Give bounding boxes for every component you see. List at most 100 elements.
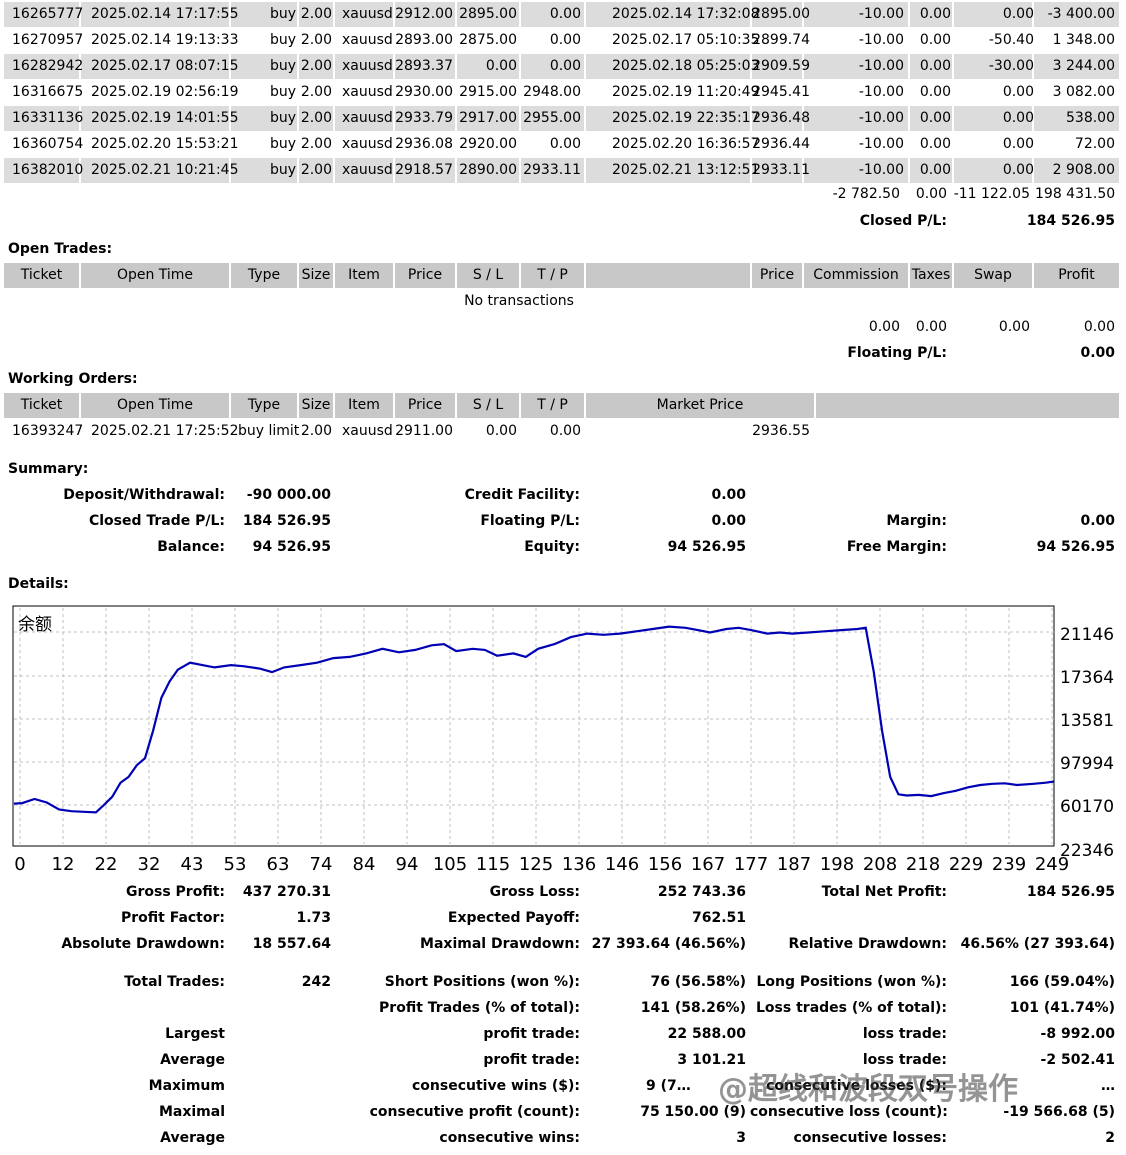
row-shade <box>586 2 750 27</box>
row-shade <box>804 2 908 27</box>
row-shade <box>521 106 584 131</box>
no-transactions: No transactions <box>464 293 574 309</box>
row-shade <box>910 106 952 131</box>
cell-price: 2893.00 <box>395 32 453 48</box>
col-tp: T / P <box>521 393 584 418</box>
x-tick-label: 208 <box>863 854 897 875</box>
x-tick-label: 167 <box>691 854 725 875</box>
row-shade <box>457 54 519 79</box>
cell-close-price: 2945.41 <box>752 84 810 100</box>
cell-commission: -10.00 <box>858 32 904 48</box>
table-row: 16270957 2025.02.14 19:13:33 buy 2.00 xauusd… <box>4 28 1119 53</box>
cell-close-time: 2025.02.19 11:20:49 <box>612 84 760 100</box>
cell-commission: -10.00 <box>858 136 904 152</box>
average-loss-value: -2 502.41 <box>1040 1052 1115 1068</box>
cell-price: 2918.57 <box>395 162 453 178</box>
cell-close-time: 2025.02.20 16:36:57 <box>612 136 760 152</box>
cell-price: 2936.08 <box>395 136 453 152</box>
equity-value: 94 526.95 <box>667 539 746 555</box>
wo-open-time: 2025.02.21 17:25:52 <box>91 423 239 439</box>
open-total-profit: 0.00 <box>1083 319 1115 335</box>
closed-total-profit: 198 431.50 <box>1035 186 1116 202</box>
x-tick-label: 229 <box>949 854 983 875</box>
col-taxes: Taxes <box>910 263 952 288</box>
long-positions-value: 166 (59.04%) <box>1009 974 1115 990</box>
relative-drawdown-label: Relative Drawdown: <box>788 936 947 952</box>
average-profit-label: profit trade: <box>483 1052 580 1068</box>
open-trades-header: Ticket Open Time Type Size Item Price S … <box>4 263 1119 288</box>
gross-profit-value: 437 270.31 <box>242 884 331 900</box>
cell-close-time: 2025.02.21 13:12:51 <box>612 162 760 178</box>
row-shade <box>299 158 333 183</box>
closed-total-swap: -11 122.05 <box>953 186 1030 202</box>
avg-consec-losses-value: 2 <box>1105 1130 1115 1146</box>
row-shade <box>81 54 229 79</box>
row-shade <box>752 54 802 79</box>
cell-open-time: 2025.02.14 17:17:55 <box>91 6 239 22</box>
col-open-time: Open Time <box>81 393 229 418</box>
floating-pl-label: Floating P/L: <box>847 345 947 361</box>
row-shade <box>231 158 297 183</box>
col-type: Type <box>231 393 297 418</box>
col-item: Item <box>335 263 393 288</box>
cell-close-price: 2936.44 <box>752 136 810 152</box>
margin-label: Margin: <box>886 513 947 529</box>
row-shade <box>335 2 393 27</box>
margin-value: 0.00 <box>1080 513 1115 529</box>
profit-factor-label: Profit Factor: <box>120 910 225 926</box>
row-shade <box>4 106 79 131</box>
cell-sl: 2895.00 <box>459 6 517 22</box>
max-consec-losses-label: consecutive losses ($): <box>766 1078 947 1094</box>
cell-type: buy <box>269 84 296 100</box>
closed-pl-label: Closed P/L: <box>859 213 947 229</box>
cell-open-time: 2025.02.19 14:01:55 <box>91 110 239 126</box>
largest-loss-label: loss trade: <box>862 1026 947 1042</box>
deposit-value: -90 000.00 <box>246 487 331 503</box>
cell-swap: 0.00 <box>1002 84 1034 100</box>
y-tick-label: 97994 <box>1060 754 1114 774</box>
avg-consec-wins-value: 3 <box>736 1130 746 1146</box>
summary-floating-value: 0.00 <box>711 513 746 529</box>
col-ticket: Ticket <box>4 393 79 418</box>
cell-close-time: 2025.02.18 05:25:03 <box>612 58 760 74</box>
col-size: Size <box>299 263 333 288</box>
maximal-consec-profit-value: 75 150.00 (9) <box>640 1104 746 1120</box>
cell-item: xauusd <box>342 58 393 74</box>
col-market-price: Market Price <box>586 393 814 418</box>
cell-close-price: 2933.11 <box>752 162 810 178</box>
row-shade <box>954 106 1032 131</box>
cell-swap: 0.00 <box>1002 162 1034 178</box>
cell-taxes: 0.00 <box>919 136 951 152</box>
x-tick-label: 43 <box>181 854 204 875</box>
x-tick-label: 177 <box>734 854 768 875</box>
col-blank <box>586 263 750 288</box>
wo-item: xauusd <box>342 423 393 439</box>
row-shade <box>299 106 333 131</box>
max-consec-wins-label: consecutive wins ($): <box>411 1078 580 1094</box>
row-shade <box>521 158 584 183</box>
col-tp: T / P <box>521 263 584 288</box>
gross-profit-label: Gross Profit: <box>125 884 225 900</box>
row-shade <box>1034 106 1119 131</box>
profit-trades-value: 141 (58.26%) <box>640 1000 746 1016</box>
table-row: 16360754 2025.02.20 15:53:21 buy 2.00 xauusd… <box>4 132 1119 157</box>
col-commission: Commission <box>804 263 908 288</box>
short-positions-value: 76 (56.58%) <box>650 974 746 990</box>
row-shade <box>752 2 802 27</box>
closed-total-commission: -2 782.50 <box>832 186 900 202</box>
x-tick-label: 187 <box>777 854 811 875</box>
col-blank <box>816 393 1119 418</box>
cell-tp: 2948.00 <box>523 84 581 100</box>
row-shade <box>81 106 229 131</box>
cell-commission: -10.00 <box>858 110 904 126</box>
row-shade <box>395 2 455 27</box>
cell-profit: 2 908.00 <box>1052 162 1115 178</box>
cell-size: 2.00 <box>300 162 332 178</box>
wo-size: 2.00 <box>300 423 332 439</box>
absolute-drawdown-value: 18 557.64 <box>252 936 331 952</box>
closed-total-taxes: 0.00 <box>915 186 947 202</box>
col-item: Item <box>335 393 393 418</box>
row-shade <box>586 54 750 79</box>
cell-sl: 0.00 <box>485 58 517 74</box>
cell-tp: 2955.00 <box>523 110 581 126</box>
